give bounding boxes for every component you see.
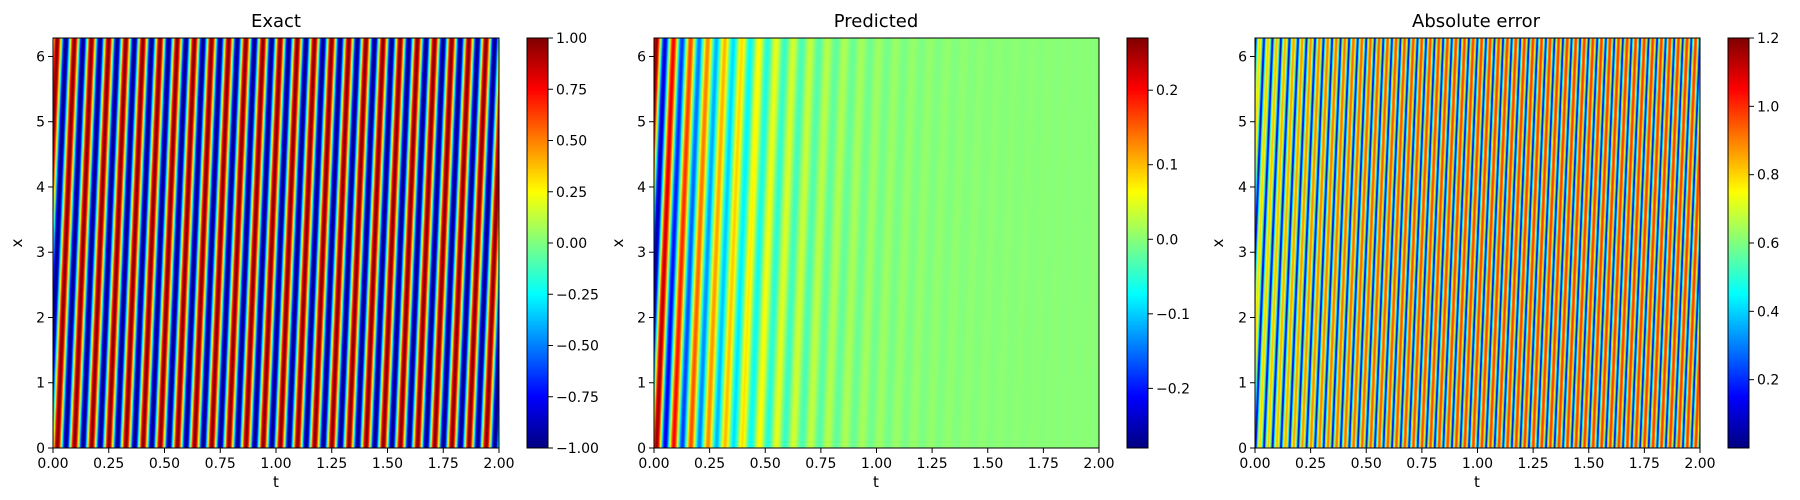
x-tick-label: 2.00 [1684, 456, 1715, 472]
heatmap-absolute-error [1255, 38, 1700, 448]
y-ticks: 0 1 2 3 4 5 6 [637, 49, 654, 457]
panel-exact: Exact 0.00 0.25 0.50 0.75 1.00 1.25 1.50 1.75 2.… [8, 11, 599, 491]
x-tick-label: 0.75 [805, 456, 836, 472]
x-axis-label: t [1474, 473, 1480, 491]
y-tick-label: 1 [1238, 376, 1247, 392]
y-tick-label: 4 [36, 180, 45, 196]
colorbar-tick-label: 0.0 [1156, 232, 1178, 248]
colorbar-tick-label: 0.75 [556, 82, 587, 98]
colorbar-tick-label: −0.50 [556, 339, 599, 355]
y-tick-label: 3 [36, 245, 45, 261]
colorbar-ticks: −1.00 −0.75 −0.50 −0.25 0.00 0.25 0.50 0.75 1.00 [548, 31, 599, 457]
x-tick-label: 1.25 [917, 456, 948, 472]
colorbar-ticks: 0.2 0.4 0.6 0.8 1.0 1.2 [1749, 31, 1779, 389]
x-tick-label: 0.00 [638, 456, 669, 472]
x-tick-label: 2.00 [483, 456, 514, 472]
colorbar-exact [527, 38, 548, 448]
colorbar-tick-label: −0.2 [1156, 381, 1190, 397]
colorbar-tick-label: −0.75 [556, 390, 599, 406]
y-tick-label: 4 [1238, 180, 1247, 196]
y-tick-label: 5 [36, 115, 45, 131]
heatmap-predicted [654, 38, 1099, 448]
x-tick-label: 1.00 [861, 456, 892, 472]
y-tick-label: 1 [637, 376, 646, 392]
colorbar-tick-label: −0.25 [556, 287, 599, 303]
colorbar-tick-label: 0.8 [1757, 168, 1779, 184]
colorbar-tick-label: 1.0 [1757, 99, 1779, 115]
y-tick-label: 6 [1238, 49, 1247, 65]
x-tick-label: 1.50 [1573, 456, 1604, 472]
x-tick-label: 0.25 [694, 456, 725, 472]
x-tick-label: 0.50 [750, 456, 781, 472]
x-tick-label: 0.50 [1351, 456, 1382, 472]
x-tick-label: 0.50 [149, 456, 180, 472]
colorbar-absolute-error [1728, 38, 1749, 448]
colorbar-tick-label: 0.50 [556, 134, 587, 150]
x-ticks: 0.00 0.25 0.50 0.75 1.00 1.25 1.50 1.75 2.00 [638, 448, 1115, 472]
y-tick-label: 4 [637, 180, 646, 196]
x-tick-label: 1.75 [1629, 456, 1660, 472]
y-tick-label: 6 [637, 49, 646, 65]
colorbar-tick-label: 0.00 [556, 236, 587, 252]
panel-title: Predicted [834, 11, 919, 32]
colorbar-frame [1126, 37, 1149, 449]
x-tick-label: 1.75 [428, 456, 459, 472]
x-ticks: 0.00 0.25 0.50 0.75 1.00 1.25 1.50 1.75 2.00 [37, 448, 515, 472]
colorbar-tick-label: 1.2 [1757, 31, 1779, 47]
colorbar-tick-label: 1.00 [556, 31, 587, 47]
y-tick-label: 2 [1238, 310, 1247, 326]
x-tick-label: 1.00 [260, 456, 291, 472]
y-tick-label: 2 [637, 310, 646, 326]
panel-absolute-error: Absolute error 0.00 0.25 0.50 0.75 1.00 1.25 1… [1209, 11, 1779, 491]
colorbar-tick-label: 0.6 [1757, 236, 1779, 252]
y-tick-label: 2 [36, 310, 45, 326]
colorbar-tick-label: 0.1 [1156, 158, 1178, 174]
y-ticks: 0 1 2 3 4 5 6 [1238, 49, 1255, 457]
y-axis-label: x [8, 238, 26, 247]
x-tick-label: 0.75 [1406, 456, 1437, 472]
colorbar-tick-label: 0.4 [1757, 304, 1779, 320]
x-tick-label: 0.25 [1295, 456, 1326, 472]
colorbar-tick-label: 0.25 [556, 185, 587, 201]
x-ticks: 0.00 0.25 0.50 0.75 1.00 1.25 1.50 1.75 2.00 [1239, 448, 1716, 472]
x-axis-label: t [273, 473, 279, 491]
x-tick-label: 1.00 [1462, 456, 1493, 472]
x-tick-label: 1.75 [1028, 456, 1059, 472]
x-tick-label: 1.50 [372, 456, 403, 472]
y-tick-label: 3 [637, 245, 646, 261]
y-tick-label: 0 [36, 441, 45, 457]
x-tick-label: 0.00 [1239, 456, 1270, 472]
colorbar-ticks: −0.2 −0.1 0.0 0.1 0.2 [1148, 83, 1190, 397]
y-tick-label: 1 [36, 376, 45, 392]
panel-title: Absolute error [1412, 11, 1541, 32]
y-tick-label: 6 [36, 49, 45, 65]
panel-predicted: Predicted 0.00 0.25 0.50 0.75 1.00 1.25 1.50 1.… [609, 11, 1190, 491]
y-ticks: 0 1 2 3 4 5 6 [36, 49, 53, 457]
y-tick-label: 3 [1238, 245, 1247, 261]
x-tick-label: 2.00 [1083, 456, 1114, 472]
y-axis-label: x [609, 238, 627, 247]
y-tick-label: 5 [1238, 115, 1247, 131]
x-tick-label: 1.25 [1518, 456, 1549, 472]
colorbar-predicted [1127, 38, 1148, 448]
colorbar-tick-label: −1.00 [556, 441, 599, 457]
x-axis-label: t [873, 473, 879, 491]
panel-title: Exact [251, 11, 301, 32]
colorbar-tick-label: 0.2 [1757, 373, 1779, 389]
x-tick-label: 0.00 [37, 456, 68, 472]
x-tick-label: 1.25 [316, 456, 347, 472]
x-tick-label: 1.50 [972, 456, 1003, 472]
colorbar-tick-label: −0.1 [1156, 307, 1190, 323]
x-tick-label: 0.25 [93, 456, 124, 472]
heatmap-exact [53, 38, 499, 448]
colorbar-tick-label: 0.2 [1156, 83, 1178, 99]
y-tick-label: 0 [637, 441, 646, 457]
y-axis-label: x [1209, 238, 1227, 247]
x-tick-label: 0.75 [205, 456, 236, 472]
y-tick-label: 0 [1238, 441, 1247, 457]
y-tick-label: 5 [637, 115, 646, 131]
